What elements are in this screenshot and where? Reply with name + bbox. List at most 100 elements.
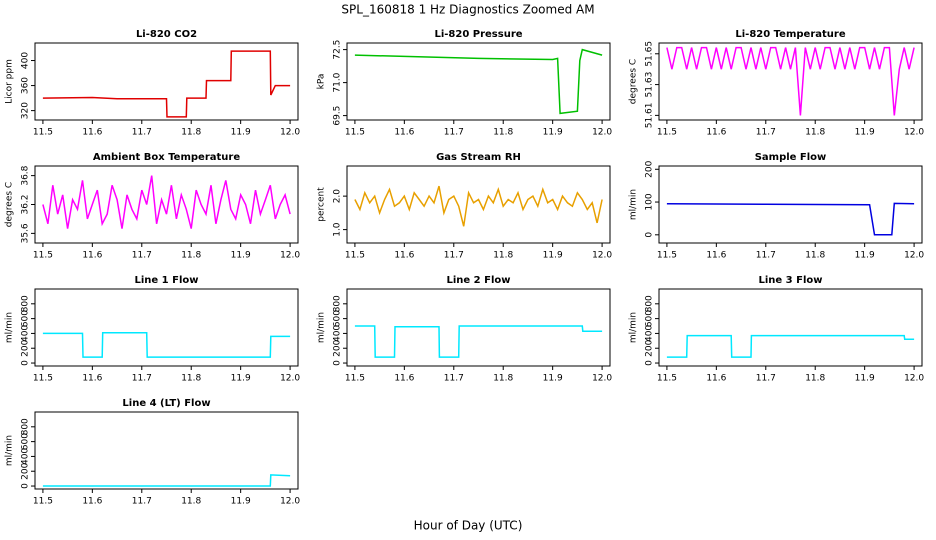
x-tick-label: 11.7 — [444, 251, 464, 261]
y-tick-label: 0 — [645, 232, 655, 238]
x-tick-label: 11.9 — [543, 251, 563, 261]
plot-frame — [346, 42, 611, 121]
x-tick-label: 11.9 — [543, 128, 563, 138]
y-axis-label: ml/min — [5, 435, 15, 466]
y-tick-label: 600 — [21, 433, 31, 450]
x-tick-label: 11.8 — [493, 374, 513, 384]
y-tick-label: 0 — [333, 360, 343, 366]
data-line — [42, 175, 291, 229]
x-tick-label: 12.0 — [592, 251, 612, 261]
y-tick-label: 36.8 — [21, 165, 31, 185]
data-line — [42, 474, 291, 487]
y-tick-label: 0 — [645, 360, 655, 366]
x-tick-label: 12.0 — [280, 128, 300, 138]
panel-title: Li-820 CO2 — [136, 29, 197, 40]
plot-frame — [658, 42, 923, 121]
x-tick-label: 11.8 — [805, 251, 825, 261]
y-tick-label: 51.65 — [645, 41, 655, 67]
y-tick-label: 2.0 — [333, 189, 343, 204]
x-tick-label: 11.6 — [82, 497, 102, 507]
x-tick-label: 11.6 — [394, 251, 414, 261]
x-tick-label: 11.7 — [132, 251, 152, 261]
y-tick-label: 69.5 — [333, 106, 343, 126]
x-tick-label: 11.7 — [444, 128, 464, 138]
x-tick-label: 11.6 — [706, 128, 726, 138]
plot-frame — [34, 42, 299, 121]
x-tick-label: 12.0 — [904, 251, 924, 261]
data-line — [42, 331, 291, 358]
x-tick-label: 12.0 — [280, 497, 300, 507]
data-line — [666, 46, 915, 116]
x-tick-label: 11.8 — [181, 128, 201, 138]
y-axis-label: ml/min — [5, 312, 15, 343]
figure-title: SPL_160818 1 Hz Diagnostics Zoomed AM — [341, 3, 594, 17]
y-tick-label: 71.0 — [333, 72, 343, 92]
y-tick-label: 200 — [645, 160, 655, 177]
x-tick-label: 11.5 — [33, 374, 53, 384]
y-tick-label: 200 — [21, 462, 31, 479]
plot-frame — [34, 411, 299, 490]
panel-title: Line 2 Flow — [447, 275, 511, 286]
x-tick-label: 11.5 — [33, 497, 53, 507]
y-tick-label: 35.6 — [21, 223, 31, 243]
plot-frame — [34, 165, 299, 244]
x-tick-label: 11.5 — [657, 251, 677, 261]
x-tick-label: 11.9 — [231, 251, 251, 261]
y-tick-label: 400 — [21, 52, 31, 69]
y-tick-label: 320 — [21, 102, 31, 119]
x-tick-label: 11.6 — [394, 374, 414, 384]
x-tick-label: 11.9 — [231, 128, 251, 138]
x-tick-label: 11.7 — [756, 128, 776, 138]
panel-title: Sample Flow — [755, 152, 827, 163]
x-tick-label: 11.8 — [181, 374, 201, 384]
y-tick-label: 400 — [645, 325, 655, 342]
plot-frame — [658, 288, 923, 367]
panel-title: Li-820 Pressure — [434, 29, 522, 40]
y-axis-label: ml/min — [317, 312, 327, 343]
x-tick-label: 11.7 — [444, 374, 464, 384]
x-tick-label: 11.7 — [756, 374, 776, 384]
x-tick-label: 11.6 — [706, 374, 726, 384]
x-tick-label: 11.6 — [82, 251, 102, 261]
x-tick-label: 12.0 — [904, 374, 924, 384]
y-tick-label: 400 — [21, 448, 31, 465]
y-tick-label: 36.2 — [21, 194, 31, 214]
x-tick-label: 11.5 — [345, 251, 365, 261]
panel-title: Line 3 Flow — [759, 275, 823, 286]
x-tick-label: 11.8 — [805, 374, 825, 384]
y-tick-label: 1.0 — [333, 222, 343, 237]
y-tick-label: 600 — [645, 310, 655, 327]
y-axis-label: Licor ppm — [5, 59, 15, 104]
x-tick-label: 11.8 — [805, 128, 825, 138]
y-tick-label: 400 — [21, 325, 31, 342]
y-tick-label: 200 — [333, 339, 343, 356]
panel-title: Line 4 (LT) Flow — [122, 398, 210, 409]
y-tick-label: 360 — [21, 77, 31, 94]
y-axis-label: kPa — [317, 74, 327, 90]
y-tick-label: 100 — [645, 193, 655, 210]
x-tick-label: 11.6 — [82, 128, 102, 138]
y-axis-label: ml/min — [629, 189, 639, 220]
x-tick-label: 11.5 — [345, 128, 365, 138]
x-tick-label: 11.8 — [181, 251, 201, 261]
panel-title: Ambient Box Temperature — [93, 152, 240, 163]
x-tick-label: 11.9 — [855, 251, 875, 261]
x-tick-label: 12.0 — [592, 128, 612, 138]
data-line — [354, 325, 603, 358]
x-tick-label: 12.0 — [280, 251, 300, 261]
y-tick-label: 200 — [21, 339, 31, 356]
panel-title: Gas Stream RH — [436, 152, 521, 163]
x-tick-label: 11.5 — [657, 128, 677, 138]
plot-frame — [346, 165, 611, 244]
data-line — [42, 50, 291, 118]
x-axis-label: Hour of Day (UTC) — [414, 519, 523, 533]
x-tick-label: 11.9 — [855, 374, 875, 384]
data-line — [354, 48, 603, 115]
plot-frame — [346, 288, 611, 367]
plot-frame — [34, 288, 299, 367]
x-tick-label: 11.6 — [394, 128, 414, 138]
x-tick-label: 11.9 — [543, 374, 563, 384]
y-tick-label: 72.5 — [333, 40, 343, 60]
y-tick-label: 51.63 — [645, 72, 655, 98]
